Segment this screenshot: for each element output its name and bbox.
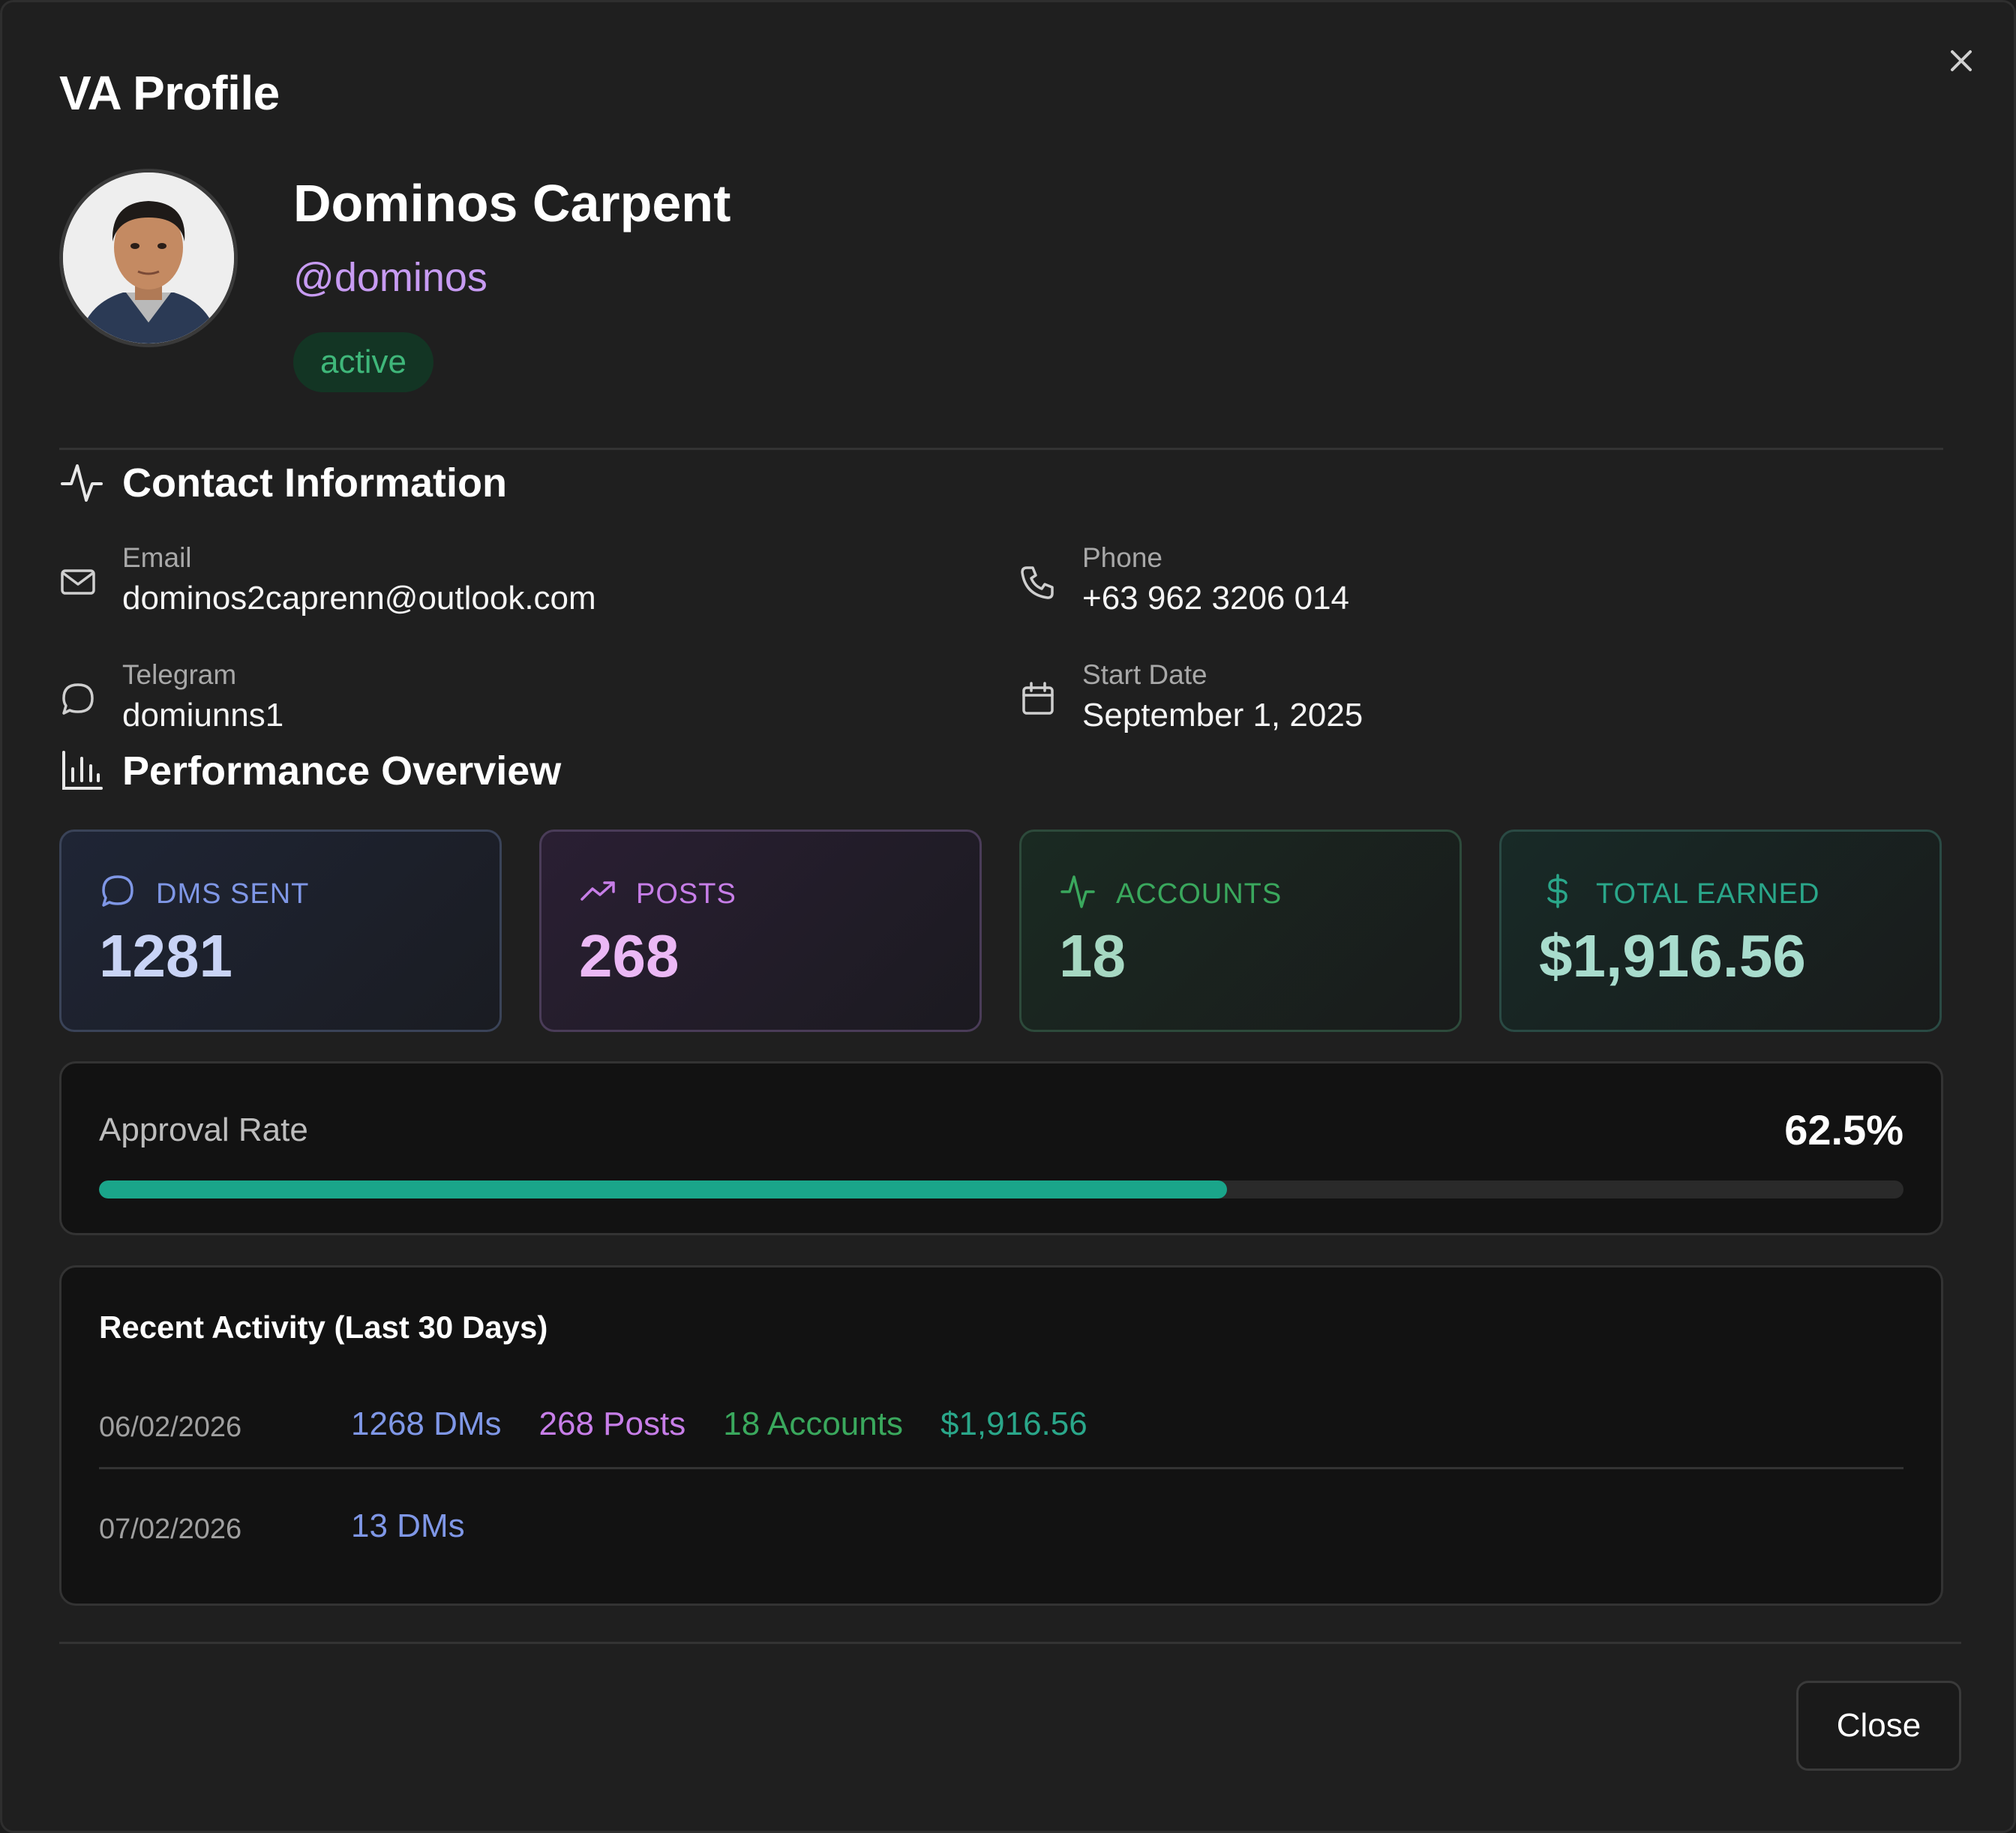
status-badge: active — [293, 332, 434, 392]
bar-chart-icon — [59, 748, 104, 793]
close-button[interactable]: Close — [1796, 1681, 1961, 1771]
recent-activity-title: Recent Activity (Last 30 Days) — [99, 1310, 548, 1345]
activity-posts: 268 Posts — [538, 1406, 686, 1442]
message-circle-icon — [59, 680, 97, 718]
trending-up-icon — [579, 872, 616, 910]
approval-rate-label: Approval Rate — [99, 1112, 308, 1148]
email-label: Email — [122, 542, 192, 573]
profile-handle: @dominos — [293, 255, 488, 300]
stat-value: 268 — [579, 922, 680, 989]
phone-label: Phone — [1082, 542, 1162, 573]
stat-card-accounts: ACCOUNTS 18 — [1019, 830, 1462, 1032]
stat-label: ACCOUNTS — [1116, 878, 1282, 910]
stat-value: 1281 — [99, 922, 232, 989]
recent-activity-panel: Recent Activity (Last 30 Days) 06/02/202… — [59, 1265, 1943, 1606]
approval-rate-panel: Approval Rate 62.5% — [59, 1061, 1943, 1235]
activity-icon — [59, 460, 104, 505]
contact-section-title: Contact Information — [122, 460, 507, 506]
start-date-label: Start Date — [1082, 659, 1208, 690]
activity-date: 07/02/2026 — [99, 1514, 242, 1545]
approval-progress-fill — [99, 1180, 1227, 1198]
profile-name: Dominos Carpent — [293, 174, 731, 232]
divider — [59, 448, 1943, 450]
activity-dms: 13 DMs — [351, 1508, 465, 1544]
activity-earned: $1,916.56 — [940, 1406, 1088, 1442]
activity-icon — [1059, 872, 1096, 910]
approval-rate-value: 62.5% — [1784, 1106, 1904, 1154]
modal-title: VA Profile — [59, 66, 280, 120]
stat-card-dms: DMS SENT 1281 — [59, 830, 502, 1032]
message-circle-icon — [99, 872, 136, 910]
stat-label: DMS SENT — [156, 878, 310, 910]
activity-dms: 1268 DMs — [351, 1406, 502, 1442]
phone-value: +63 962 3206 014 — [1082, 580, 1350, 616]
dollar-sign-icon — [1539, 872, 1576, 910]
stat-label: POSTS — [636, 878, 736, 910]
telegram-label: Telegram — [122, 659, 237, 690]
stat-card-posts: POSTS 268 — [539, 830, 982, 1032]
mail-icon — [59, 563, 97, 601]
stat-value: $1,916.56 — [1539, 922, 1806, 989]
approval-progress-track — [99, 1180, 1904, 1198]
email-value: dominos2caprenn@outlook.com — [122, 580, 596, 616]
performance-section-title: Performance Overview — [122, 748, 562, 794]
stat-label: TOTAL EARNED — [1596, 878, 1820, 910]
start-date-value: September 1, 2025 — [1082, 697, 1364, 734]
activity-accounts: 18 Accounts — [723, 1406, 903, 1442]
stat-card-earned: TOTAL EARNED $1,916.56 — [1499, 830, 1942, 1032]
calendar-icon — [1019, 680, 1057, 718]
divider — [99, 1467, 1904, 1469]
close-icon[interactable] — [1942, 41, 1981, 80]
table-row: 13 DMs — [351, 1508, 465, 1545]
footer-divider — [59, 1642, 1961, 1644]
avatar — [59, 169, 238, 347]
stat-value: 18 — [1059, 922, 1126, 989]
phone-icon — [1019, 563, 1057, 601]
telegram-value: domiunns1 — [122, 697, 284, 734]
activity-date: 06/02/2026 — [99, 1412, 242, 1443]
table-row: 1268 DMs 268 Posts 18 Accounts $1,916.56 — [351, 1406, 1088, 1443]
